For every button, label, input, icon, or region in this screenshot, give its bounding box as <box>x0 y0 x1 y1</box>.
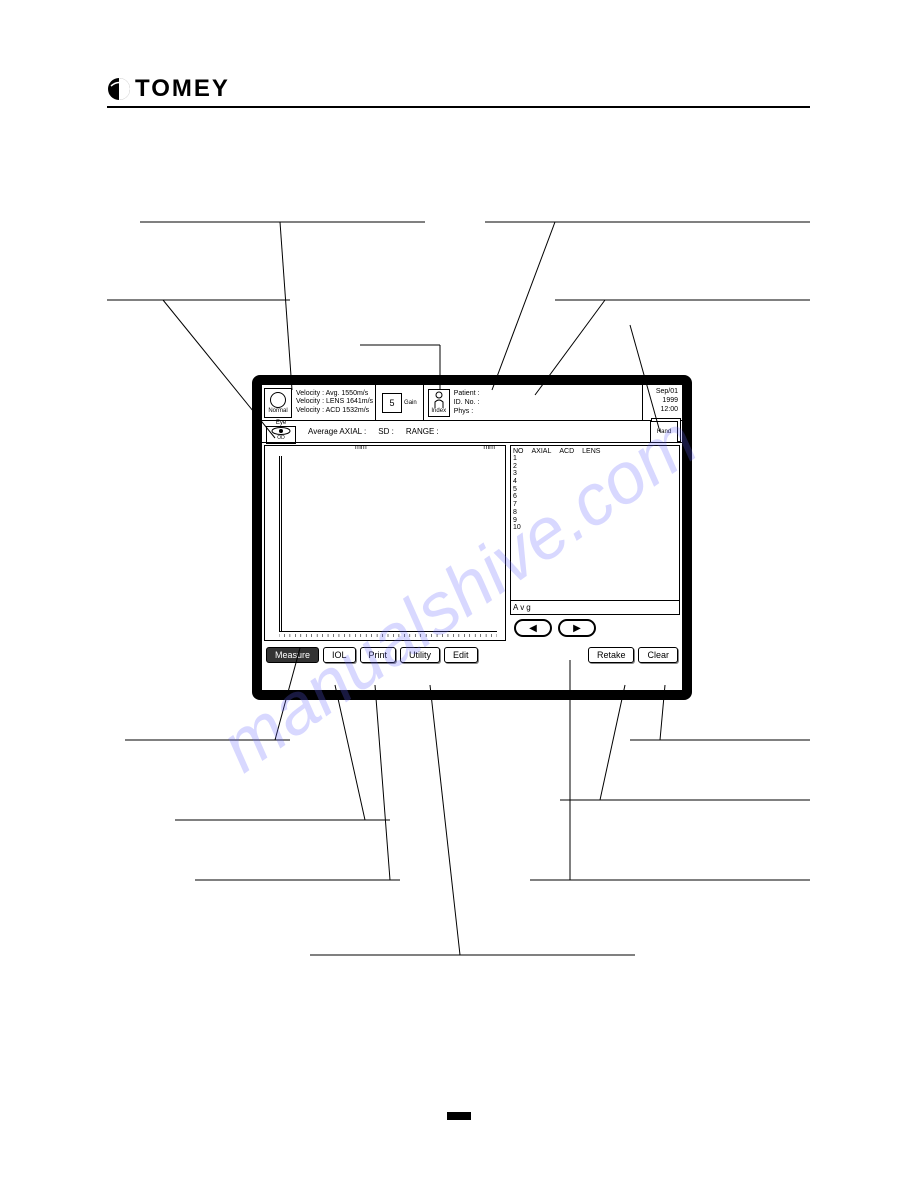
row-7: 7 <box>513 501 677 509</box>
gain-label: Gain <box>404 400 417 406</box>
velocity-acd: Velocity : ACD 1532m/s <box>296 407 373 415</box>
edit-button[interactable]: Edit <box>444 647 478 663</box>
top-info-row: Normal Velocity : Avg. 1550m/s Velocity … <box>262 385 682 421</box>
iol-button[interactable]: IOL <box>323 647 356 663</box>
next-button[interactable]: ▶ <box>558 619 596 637</box>
col-lens: LENS <box>582 448 600 455</box>
hand-icon[interactable]: Hand <box>650 421 678 443</box>
row-10: 10 <box>513 524 677 532</box>
row-1: 1 <box>513 455 677 463</box>
gain-value-button[interactable]: 5 <box>382 393 402 413</box>
patient-box: Index Patient : ID. No. : Phys : <box>424 385 642 420</box>
col-acd: ACD <box>559 448 574 455</box>
patient-id: ID. No. : <box>454 398 480 407</box>
velocity-avg: Velocity : Avg. 1550m/s <box>296 390 373 398</box>
avg-axial-label: Average AXIAL : <box>308 427 366 436</box>
row-9: 9 <box>513 517 677 525</box>
clear-button[interactable]: Clear <box>638 647 678 663</box>
header: TOMEY <box>107 75 230 103</box>
row-8: 8 <box>513 509 677 517</box>
row-3: 3 <box>513 470 677 478</box>
button-bar: Measure IOL Print Utility Edit Retake Cl… <box>262 643 682 667</box>
col-no: NO <box>513 448 524 455</box>
row-5: 5 <box>513 486 677 494</box>
device-screen: Normal Velocity : Avg. 1550m/s Velocity … <box>252 375 692 700</box>
normal-icon[interactable]: Normal <box>264 388 292 418</box>
measurement-table: NO AXIAL ACD LENS 1 2 3 4 5 6 7 8 <box>510 445 680 601</box>
eye-od: OD <box>277 435 285 441</box>
page-number <box>447 1112 471 1120</box>
utility-button[interactable]: Utility <box>400 647 440 663</box>
patient-phys: Phys : <box>454 407 480 416</box>
normal-label: Normal <box>268 408 287 414</box>
range-label: RANGE : <box>406 427 439 436</box>
stats-row: Eye OD Average AXIAL : SD : RANGE : Hand <box>262 421 682 443</box>
velocity-lens: Velocity : LENS 1641m/s <box>296 398 373 406</box>
row-2: 2 <box>513 463 677 471</box>
header-divider <box>107 106 810 108</box>
eye-icon[interactable]: OD <box>266 426 296 444</box>
print-button[interactable]: Print <box>360 647 397 663</box>
brand-name: TOMEY <box>135 75 230 103</box>
row-6: 6 <box>513 493 677 501</box>
gain-box: 5 Gain <box>376 385 424 420</box>
date-year: 1999 <box>647 396 678 405</box>
mm-label-2: mm <box>483 444 495 451</box>
date-time: 12:00 <box>647 405 678 414</box>
measure-button[interactable]: Measure <box>266 647 319 663</box>
row-4: 4 <box>513 478 677 486</box>
index-icon[interactable]: Index <box>428 389 450 417</box>
index-label: Index <box>431 408 446 414</box>
tomey-logo-icon <box>107 77 131 101</box>
patient-name: Patient : <box>454 389 480 398</box>
date-box: Sep/01 1999 12:00 <box>642 385 682 420</box>
waveform-display: mm mm <box>264 445 506 641</box>
prev-button[interactable]: ◀ <box>514 619 552 637</box>
date-month: Sep/01 <box>647 387 678 396</box>
avg-row: Avg <box>510 601 680 615</box>
velocity-box: Normal Velocity : Avg. 1550m/s Velocity … <box>262 385 376 420</box>
retake-button[interactable]: Retake <box>588 647 635 663</box>
mm-label-1: mm <box>355 444 367 451</box>
sd-label: SD : <box>378 427 394 436</box>
col-axial: AXIAL <box>532 448 552 455</box>
